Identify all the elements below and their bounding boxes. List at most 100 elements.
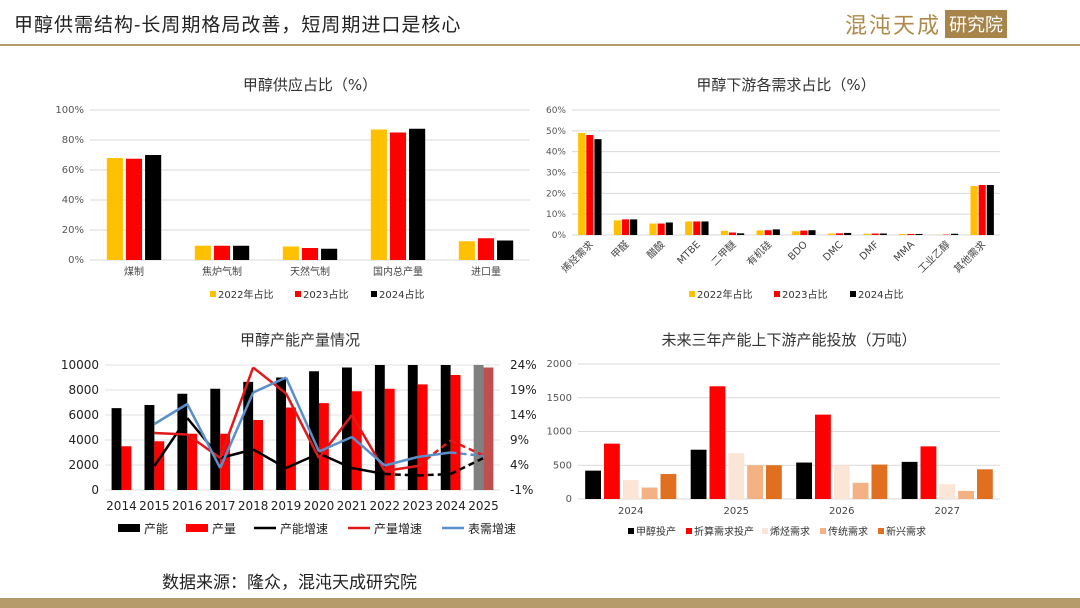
footer-bar (0, 598, 1080, 608)
legend-swatch (628, 528, 634, 534)
x-tick-label: MTBE (675, 239, 703, 267)
bar-产量 (417, 384, 428, 490)
bar-烯烃需求 (622, 480, 639, 499)
y-tick-label: 50% (546, 127, 566, 137)
y2-tick-label: 4% (510, 458, 529, 472)
bar-2022年占比 (863, 233, 871, 235)
x-tick-label: 醋酸 (644, 238, 667, 261)
bar-甲醇投产 (901, 461, 918, 499)
x-tick-label: DMC (821, 239, 845, 263)
bar-新兴需求 (765, 465, 782, 499)
bar-2022年占比 (458, 241, 475, 260)
bar-2022年占比 (649, 223, 657, 235)
chart-title: 未来三年产能上下游产能投放（万吨） (661, 331, 916, 349)
logo: 混沌天成 研究院 (845, 8, 1008, 40)
y-tick-label: 30% (546, 169, 566, 179)
y-tick-label: 0% (68, 255, 84, 266)
legend-label: 产能 (144, 522, 168, 536)
legend-swatch (850, 291, 856, 297)
bar-2022年占比 (899, 233, 907, 235)
bar-2024占比 (233, 245, 250, 260)
y2-tick-label: 24% (510, 358, 537, 372)
bar-产量 (318, 403, 329, 490)
bar-产能 (309, 371, 319, 490)
legend-label: 2022年占比 (218, 288, 273, 301)
line-表需增速 (450, 451, 484, 458)
bar-产量 (483, 367, 494, 490)
line-表需增速 (351, 436, 386, 467)
y-tick-label: 10% (546, 210, 566, 220)
bar-2022年占比 (613, 220, 621, 235)
legend-label: 折算需求投产 (694, 525, 754, 538)
line-产量增速 (284, 392, 321, 459)
y-tick-label: 60% (546, 106, 566, 116)
x-tick-label: 工业乙醇 (915, 238, 952, 275)
x-tick-label: 有机硅 (744, 238, 774, 268)
legend-label: 甲醇投产 (636, 525, 676, 538)
bar-2023占比 (978, 185, 986, 235)
legend-label: 2022年占比 (697, 288, 752, 301)
header-divider (0, 44, 1080, 46)
y-tick-label: 8000 (68, 383, 99, 397)
bar-2024占比 (808, 230, 816, 235)
y-tick-label: 1500 (547, 393, 572, 404)
line-表需增速 (252, 376, 287, 394)
bar-新兴需求 (976, 469, 993, 499)
bar-产能 (144, 405, 155, 490)
bar-传统需求 (958, 490, 974, 499)
x-tick-label: DMF (858, 239, 882, 263)
bar-2022年占比 (792, 231, 800, 235)
x-tick-label: 2019 (271, 499, 302, 513)
legend-swatch (762, 528, 768, 534)
bar-产量 (121, 446, 132, 490)
x-tick-label: 2017 (205, 499, 236, 513)
data-source: 数据来源：隆众，混沌天成研究院 (162, 573, 417, 593)
legend-label: 表需增速 (468, 522, 516, 536)
x-tick-label: 2025 (468, 499, 499, 513)
bar-2023占比 (621, 219, 630, 235)
chart-title: 甲醇下游各需求占比（%） (696, 76, 875, 94)
y-tick-label: 500 (553, 460, 572, 471)
x-tick-label: 2022 (370, 499, 401, 513)
bar-2024占比 (630, 219, 638, 235)
bar-产能 (374, 365, 385, 490)
line-表需增速 (186, 403, 222, 469)
legend-label: 2023占比 (303, 288, 348, 301)
bar-产能 (111, 408, 122, 490)
bar-2022年占比 (578, 132, 586, 235)
bar-产能 (407, 365, 418, 490)
x-tick-label: 2021 (337, 499, 368, 513)
bar-新兴需求 (660, 474, 677, 499)
bar-2023占比 (657, 223, 665, 235)
bar-产量 (187, 433, 198, 490)
bar-甲醇投产 (585, 470, 602, 499)
bar-传统需求 (852, 482, 869, 499)
x-tick-label: 2014 (106, 499, 137, 513)
bar-折算需求投产 (920, 446, 937, 499)
line-产量增速 (154, 431, 188, 436)
bar-2024占比 (951, 233, 959, 235)
y2-tick-label: 14% (510, 408, 537, 422)
chart-title: 甲醇供应占比（%） (243, 76, 377, 94)
bar-2023占比 (693, 221, 701, 235)
bar-折算需求投产 (604, 443, 620, 499)
bar-2024占比 (986, 185, 994, 235)
x-tick-label: 2025 (724, 506, 749, 517)
bar-2023占比 (389, 132, 407, 260)
x-tick-label: 2015 (139, 499, 170, 513)
y2-tick-label: 9% (510, 433, 529, 447)
bar-产能 (177, 393, 188, 490)
bar-产量 (154, 441, 165, 490)
bar-产能 (473, 365, 484, 490)
bar-2023占比 (800, 230, 808, 235)
line-产量增速 (219, 367, 255, 459)
bar-2023占比 (764, 230, 772, 235)
bar-2024占比 (772, 229, 780, 235)
x-tick-label: 烯烃需求 (558, 238, 595, 275)
line-产能增速 (153, 417, 189, 467)
bar-2024占比 (594, 139, 602, 235)
bar-2023占比 (586, 135, 594, 235)
line-表需增速 (284, 376, 321, 453)
bar-2024占比 (145, 155, 162, 260)
